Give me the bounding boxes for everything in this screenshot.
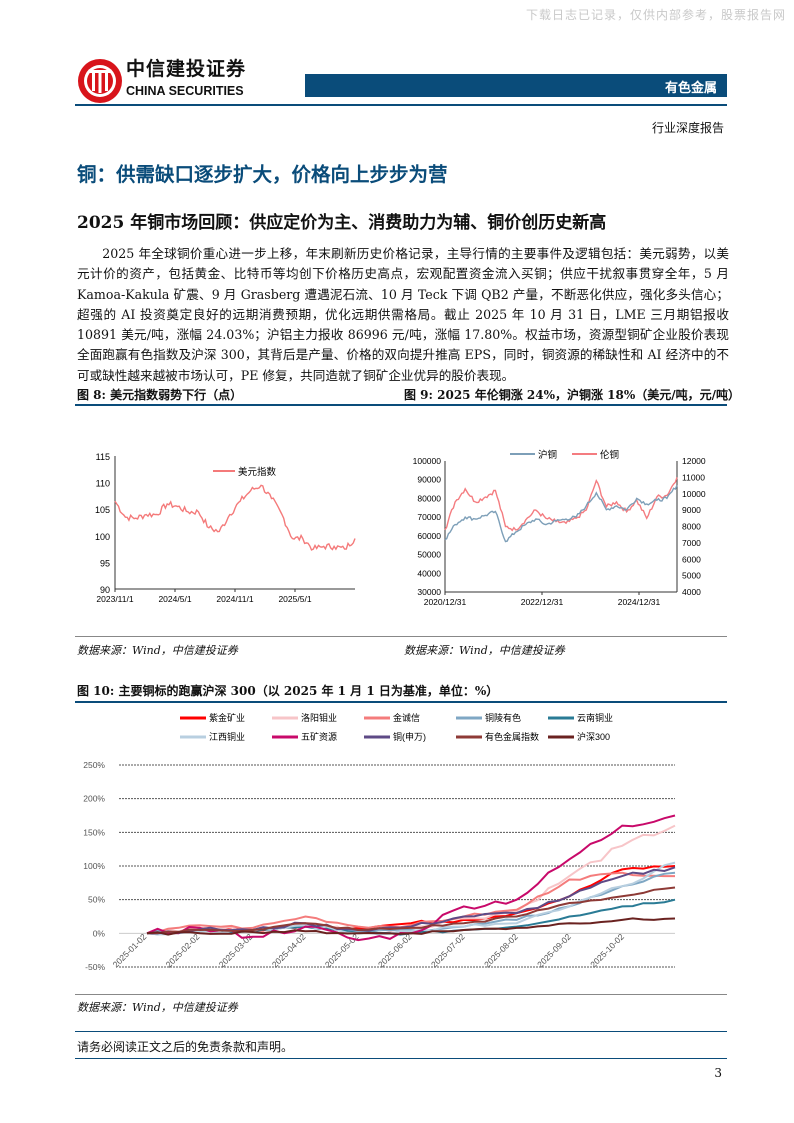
x-tick-label: 2024/11/1 <box>216 594 253 604</box>
footer-divider <box>75 1031 727 1032</box>
figure-title-divider <box>75 404 727 406</box>
series-line <box>146 814 676 942</box>
y-left-tick-label: 40000 <box>417 568 441 578</box>
y-right-tick-label: 4000 <box>682 587 701 597</box>
y-right-tick-label: 10000 <box>682 489 706 499</box>
y-tick-label: 50% <box>88 895 105 905</box>
y-tick-label: 200% <box>83 794 105 804</box>
figure-9-title: 图 9: 2025 年伦铜涨 24%，沪铜涨 18%（美元/吨，元/吨） <box>404 388 741 402</box>
x-tick-label: 2025-08-02 <box>482 931 520 969</box>
y-tick-label: 250% <box>83 760 105 770</box>
figure-8-title: 图 8: 美元指数弱势下行（点） <box>77 388 243 402</box>
x-tick-label: 2022/12/31 <box>521 597 564 607</box>
legend-label: 江西铜业 <box>209 731 245 742</box>
x-tick-label: 2025-02-02 <box>164 931 202 969</box>
legend-label: 美元指数 <box>238 466 277 478</box>
y-tick-label: 100 <box>95 532 110 542</box>
y-tick-label: 90 <box>100 585 110 595</box>
y-tick-label: 0% <box>93 928 106 938</box>
legend-label: 紫金矿业 <box>209 712 245 723</box>
report-type: 行业深度报告 <box>651 121 724 135</box>
x-tick-label: 2023/11/1 <box>96 594 133 604</box>
y-left-tick-label: 70000 <box>417 512 441 522</box>
y-tick-label: 110 <box>96 479 110 489</box>
copper-price-chart: 30000 40000 50000 60000 70000 80000 90000 10000… <box>413 449 706 607</box>
y-right-tick-label: 5000 <box>682 571 701 581</box>
y-right-tick-label: 7000 <box>682 538 701 548</box>
china-securities-logo <box>78 59 122 103</box>
y-tick-label: 105 <box>95 505 110 515</box>
y-left-tick-label: 50000 <box>417 550 441 560</box>
legend-label: 沪铜 <box>538 449 557 461</box>
divider <box>75 994 727 995</box>
disclaimer: 请务必阅读正文之后的免责条款和声明。 <box>77 1040 294 1054</box>
figure-10-title: 图 10: 主要铜标的跑赢沪深 300（以 2025 年 1 月 1 日为基准，… <box>77 684 499 698</box>
y-right-tick-label: 11000 <box>682 472 705 482</box>
y-tick-label: 150% <box>83 827 105 837</box>
logo-text-en: CHINA SECURITIES <box>126 84 244 98</box>
y-tick-label: 115 <box>96 452 110 462</box>
legend-label: 铜陵有色 <box>485 712 521 723</box>
x-tick-label: 2025-10-02 <box>588 931 626 969</box>
y-right-tick-label: 8000 <box>682 522 701 532</box>
series-line <box>146 871 675 935</box>
figure-10-source: 数据来源：Wind，中信建投证券 <box>77 1001 238 1014</box>
legend-label: 五矿资源 <box>301 731 337 742</box>
figure-8-source: 数据来源：Wind，中信建投证券 <box>77 644 238 657</box>
footer-divider <box>75 1058 727 1059</box>
series-line <box>146 866 676 935</box>
x-tick-label: 2025-05-02 <box>323 931 361 969</box>
y-right-tick-label: 6000 <box>682 554 701 564</box>
x-tick-label: 2025-01-02 <box>111 931 149 969</box>
y-tick-label: 95 <box>100 558 110 568</box>
y-left-tick-label: 90000 <box>417 475 441 485</box>
x-tick-label: 2024/12/31 <box>618 597 661 607</box>
legend-label: 云南铜业 <box>577 712 613 723</box>
x-tick-label: 2025-07-02 <box>429 931 467 969</box>
legend-label: 铜(申万) <box>393 731 426 742</box>
divider <box>75 636 727 637</box>
body-paragraph: 2025 年全球铜价重心进一步上移，年末刷新历史价格记录，主导行情的主要事件及逻… <box>77 246 729 383</box>
y-left-tick-label: 80000 <box>417 493 441 503</box>
logo-text-cn: 中信建投证券 <box>126 58 247 80</box>
legend-label: 伦铜 <box>600 449 619 461</box>
x-tick-label: 2024/5/1 <box>158 594 191 604</box>
y-left-tick-label: 100000 <box>413 456 442 466</box>
x-tick-label: 2025-04-02 <box>270 931 308 969</box>
section-title: 铜：供需缺口逐步扩大，价格向上步步为营 <box>77 163 448 186</box>
lme-copper-line <box>444 477 678 532</box>
series-line <box>146 886 676 935</box>
sector-banner: 有色金属 <box>305 74 727 97</box>
y-left-tick-label: 30000 <box>417 587 441 597</box>
x-tick-label: 2025/5/1 <box>278 594 311 604</box>
legend-label: 有色金属指数 <box>485 731 539 742</box>
y-tick-label: -50% <box>85 962 105 972</box>
figure-9-source: 数据来源：Wind，中信建投证券 <box>404 644 565 657</box>
y-right-tick-label: 9000 <box>682 505 701 515</box>
y-tick-label: 100% <box>83 861 105 871</box>
usd-index-line <box>114 484 356 551</box>
watermark: 下载日志已记录，仅供内部参考，股票报告网 <box>525 8 786 22</box>
x-tick-label: 2025-09-02 <box>535 931 573 969</box>
y-right-tick-label: 12000 <box>682 456 706 466</box>
shfe-copper-line <box>444 485 678 543</box>
legend-label: 金诚信 <box>393 712 420 723</box>
header-divider <box>75 104 727 106</box>
section-subtitle: 2025 年铜市场回顾：供应定价为主、消费助力为辅、铜价创历史新高 <box>77 213 607 233</box>
page-number: 3 <box>714 1066 722 1080</box>
legend-label: 洛阳钼业 <box>301 712 337 723</box>
legend-label: 沪深300 <box>577 731 610 742</box>
usd-index-chart: 90 95 100 105 110 115 2023/11/1 2024/5/1 2024/11… <box>95 452 356 604</box>
x-tick-label: 2020/12/31 <box>424 597 467 607</box>
figure-title-divider <box>75 701 727 703</box>
series-line <box>146 917 676 936</box>
y-left-tick-label: 60000 <box>417 531 441 541</box>
